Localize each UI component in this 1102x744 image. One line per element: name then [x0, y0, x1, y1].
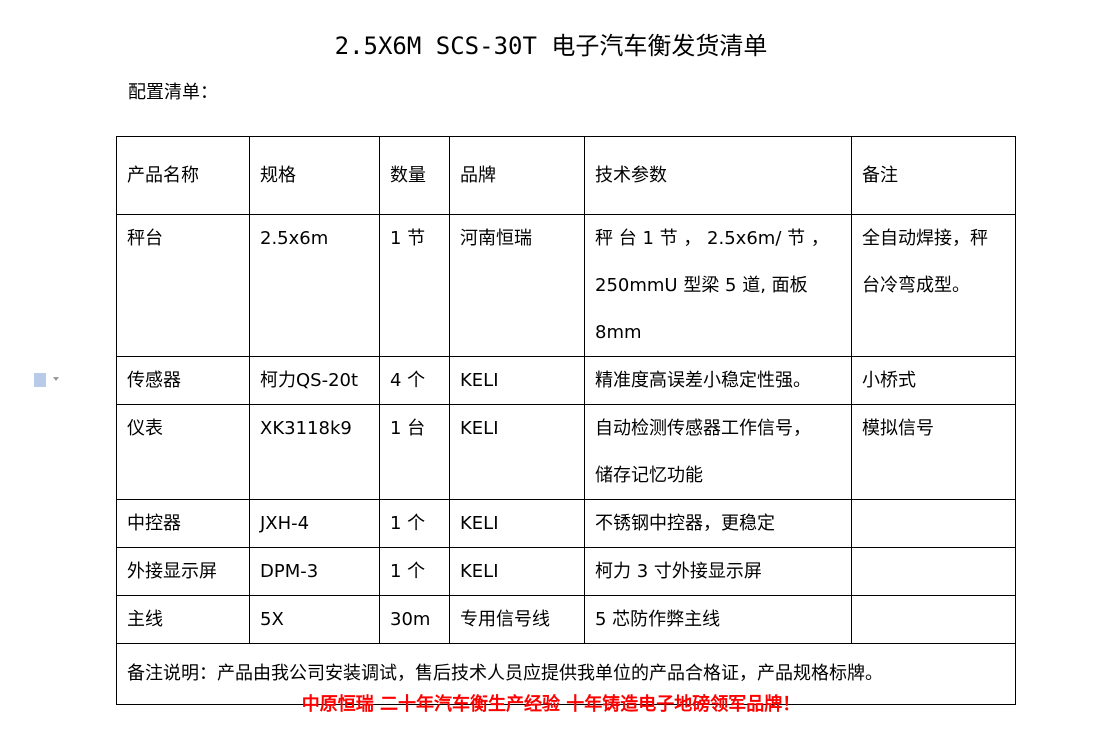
table-row: 主线 5X 30m 专用信号线 5 芯防作弊主线: [116, 595, 1016, 644]
table-row: 仪表 XK3118k9 1 台 KELI 自动检测传感器工作信号， 储存记忆功能 模拟信号: [116, 404, 1016, 500]
table-cell: KELI: [449, 547, 585, 596]
table-cell: KELI: [449, 356, 585, 405]
table-cell: 2.5x6m: [249, 214, 380, 357]
page-title: 2.5X6M SCS-30T 电子汽车衡发货清单: [334, 32, 768, 60]
table-cell: 专用信号线: [449, 595, 585, 644]
table-cell: 4 个: [379, 356, 450, 405]
table-cell: 中控器: [116, 499, 250, 548]
header-cell: 技术参数: [584, 136, 852, 215]
table-note-row: 备注说明：产品由我公司安装调试，售后技术人员应提供我单位的产品合格证，产品规格标…: [116, 643, 1016, 705]
table-cell: 小桥式: [851, 356, 1016, 405]
footer-slogan: 中原恒瑞 二十年汽车衡生产经验 十年铸造电子地磅领军品牌！: [301, 694, 801, 715]
header-cell: 数量: [379, 136, 450, 215]
table-cell: KELI: [449, 499, 585, 548]
table-row: 秤台 2.5x6m 1 节河南恒瑞秤 台 1 节 ， 2.5x6m/ 节 ， 250…: [116, 214, 1016, 357]
table-cell: XK3118k9: [249, 404, 380, 500]
table-cell: 模拟信号: [851, 404, 1016, 500]
table-cell: 5 芯防作弊主线: [584, 595, 852, 644]
table-row: 中控器 JXH-4 1 个 KELI 不锈钢中控器，更稳定: [116, 499, 1016, 548]
header-cell: 规格: [249, 136, 380, 215]
table-cell: 1 节: [379, 214, 450, 357]
table-row: 外接显示屏 DPM-3 1 个 KELI 柯力 3 寸外接显示屏: [116, 547, 1016, 596]
section-subtitle: 配置清单：: [128, 82, 218, 103]
table-cell: [851, 595, 1016, 644]
table-cell: DPM-3: [249, 547, 380, 596]
caret-down-icon[interactable]: [53, 377, 59, 381]
table-cell: 秤 台 1 节 ， 2.5x6m/ 节 ， 250mmU 型梁 5 道, 面板 …: [584, 214, 852, 357]
table-cell: [851, 499, 1016, 548]
table-cell: 柯力QS-20t: [249, 356, 380, 405]
table-cell: 仪表: [116, 404, 250, 500]
table-cell: 秤台: [116, 214, 250, 357]
table-cell: 30m: [379, 595, 450, 644]
table-cell: [851, 547, 1016, 596]
document-icon[interactable]: [34, 373, 46, 387]
header-cell: 产品名称: [116, 136, 250, 215]
table-cell: 1 台: [379, 404, 450, 500]
table-cell: 1 个: [379, 499, 450, 548]
header-cell: 品牌: [449, 136, 585, 215]
table-cell: 不锈钢中控器，更稳定: [584, 499, 852, 548]
table-cell: 自动检测传感器工作信号， 储存记忆功能: [584, 404, 852, 500]
header-cell: 备注: [851, 136, 1016, 215]
table-cell: JXH-4: [249, 499, 380, 548]
table-cell: 柯力 3 寸外接显示屏: [584, 547, 852, 596]
table-cell: KELI: [449, 404, 585, 500]
table-cell: 河南恒瑞: [449, 214, 585, 357]
table-cell: 传感器: [116, 356, 250, 405]
table-note: 备注说明：产品由我公司安装调试，售后技术人员应提供我单位的产品合格证，产品规格标…: [116, 643, 1016, 705]
table-cell: 全自动焊接，秤 台冷弯成型。: [851, 214, 1016, 357]
table-row: 传感器 柯力QS-20t 4 个 KELI 精准度高误差小稳定性强。 小桥式: [116, 356, 1016, 405]
table-cell: 1 个: [379, 547, 450, 596]
table-cell: 外接显示屏: [116, 547, 250, 596]
table-cell: 主线: [116, 595, 250, 644]
shipping-list-table: 产品名称 规格 数量 品牌 技术参数 备注 秤台 2.5x6m 1 节河南恒瑞秤 台…: [116, 136, 1016, 705]
table-header-row: 产品名称 规格 数量 品牌 技术参数 备注: [116, 136, 1016, 215]
table-cell: 精准度高误差小稳定性强。: [584, 356, 852, 405]
table-cell: 5X: [249, 595, 380, 644]
